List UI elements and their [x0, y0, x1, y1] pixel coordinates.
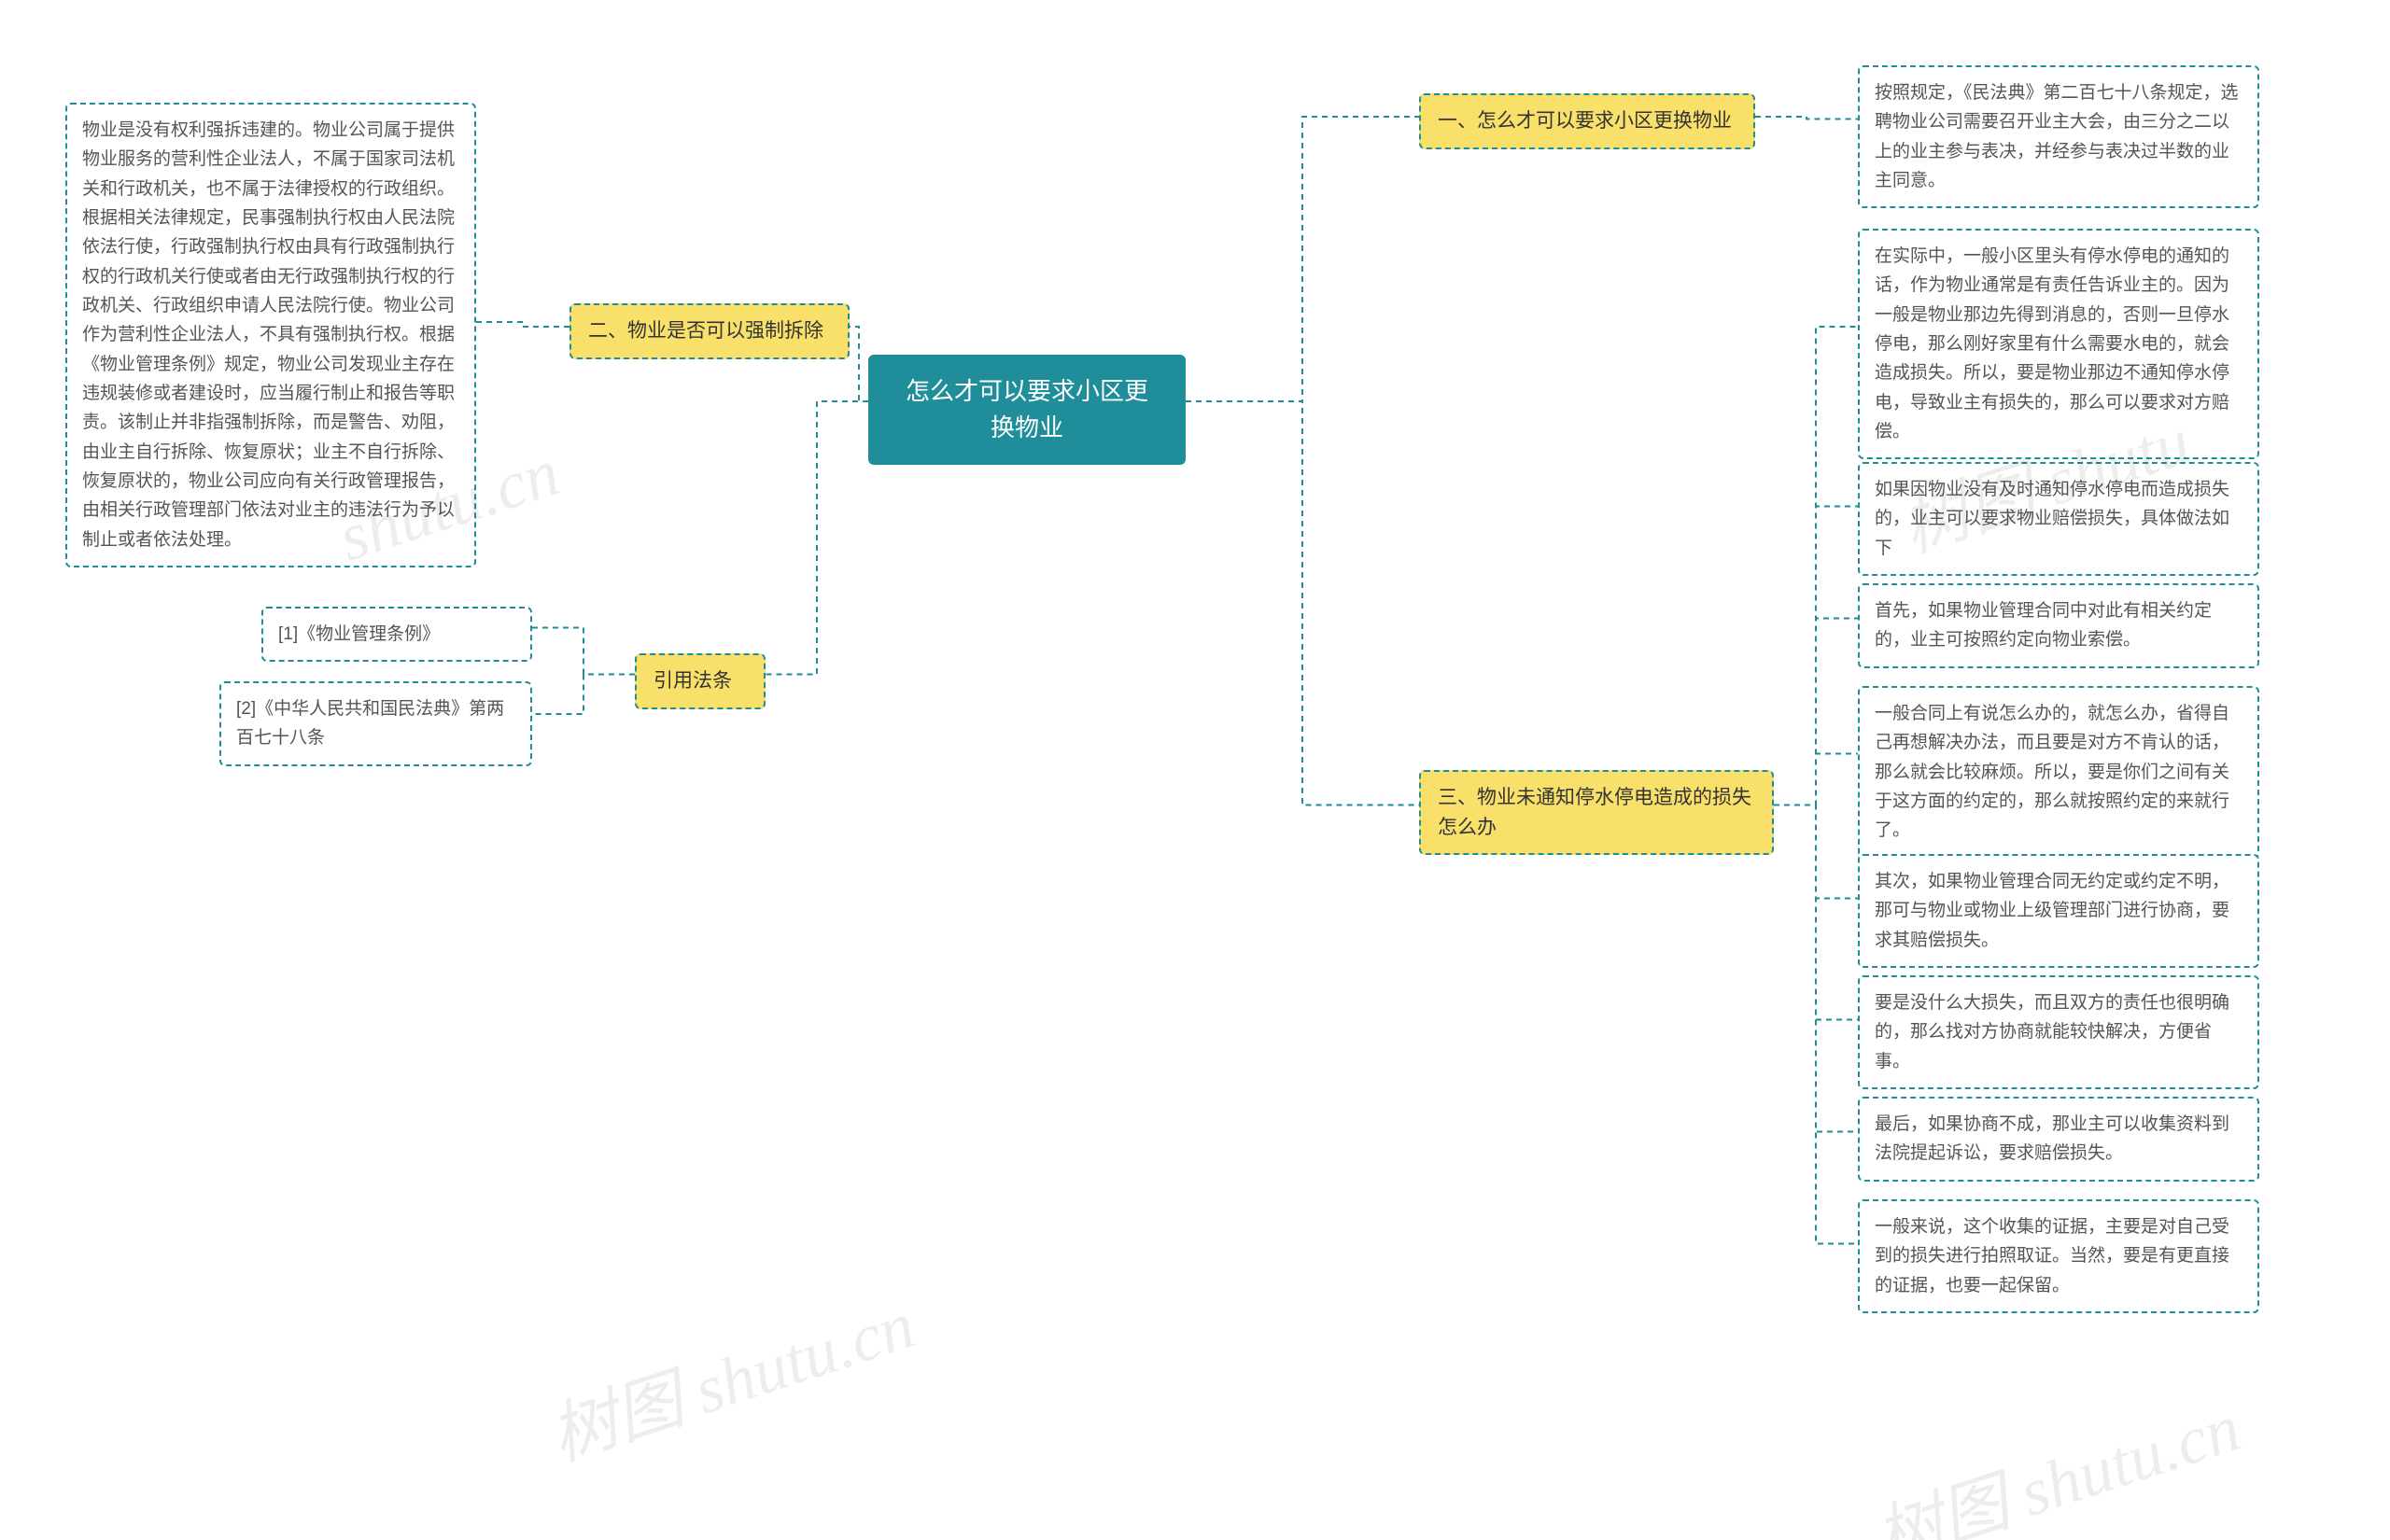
- leaf-node: 按照规定，《民法典》第二百七十八条规定，选聘物业公司需要召开业主大会，由三分之二…: [1858, 65, 2259, 208]
- leaf-node: 物业是没有权利强拆违建的。物业公司属于提供物业服务的营利性企业法人，不属于国家司…: [65, 103, 476, 567]
- leaf-node: 一般来说，这个收集的证据，主要是对自己受到的损失进行拍照取证。当然，要是有更直接…: [1858, 1199, 2259, 1313]
- branch-node: 三、物业未通知停水停电造成的损失怎么办: [1419, 770, 1774, 855]
- branch-node: 一、怎么才可以要求小区更换物业: [1419, 93, 1755, 149]
- leaf-node: 如果因物业没有及时通知停水停电而造成损失的，业主可以要求物业赔偿损失，具体做法如…: [1858, 462, 2259, 576]
- leaf-text: 在实际中，一般小区里头有停水停电的通知的话，作为物业通常是有责任告诉业主的。因为…: [1875, 246, 2229, 441]
- branch-node: 二、物业是否可以强制拆除: [569, 303, 850, 359]
- watermark: 树图 shutu.cn: [536, 1269, 925, 1479]
- leaf-text: 一般来说，这个收集的证据，主要是对自己受到的损失进行拍照取证。当然，要是有更直接…: [1875, 1217, 2229, 1295]
- leaf-text: [1]《物业管理条例》: [278, 624, 440, 644]
- leaf-node: [1]《物业管理条例》: [261, 607, 532, 662]
- leaf-text: 一般合同上有说怎么办的，就怎么办，省得自己再想解决办法，而且要是对方不肯认的话，…: [1875, 704, 2229, 840]
- mindmap-root: 怎么才可以要求小区更换物业: [868, 355, 1186, 465]
- leaf-text: 要是没什么大损失，而且双方的责任也很明确的，那么找对方协商就能较快解决，方便省事…: [1875, 993, 2229, 1071]
- leaf-text: [2]《中华人民共和国民法典》第两百七十八条: [236, 699, 504, 748]
- branch-node: 引用法条: [635, 653, 766, 709]
- leaf-node: 一般合同上有说怎么办的，就怎么办，省得自己再想解决办法，而且要是对方不肯认的话，…: [1858, 686, 2259, 859]
- leaf-node: 其次，如果物业管理合同无约定或约定不明，那可与物业或物业上级管理部门进行协商，要…: [1858, 854, 2259, 968]
- watermark-text: 树图 shutu.cn: [1867, 1390, 2249, 1540]
- branch-label: 二、物业是否可以强制拆除: [588, 320, 823, 342]
- watermark: 树图 shutu.cn: [1862, 1372, 2251, 1540]
- branch-label: 引用法条: [654, 670, 732, 692]
- watermark-text: 树图 shutu.cn: [541, 1287, 923, 1475]
- leaf-node: [2]《中华人民共和国民法典》第两百七十八条: [219, 681, 532, 766]
- leaf-node: 要是没什么大损失，而且双方的责任也很明确的，那么找对方协商就能较快解决，方便省事…: [1858, 975, 2259, 1089]
- leaf-text: 首先，如果物业管理合同中对此有相关约定的，业主可按照约定向物业索偿。: [1875, 601, 2212, 650]
- root-text: 怎么才可以要求小区更换物业: [906, 377, 1148, 441]
- leaf-text: 按照规定，《民法典》第二百七十八条规定，选聘物业公司需要召开业主大会，由三分之二…: [1875, 83, 2239, 190]
- leaf-node: 在实际中，一般小区里头有停水停电的通知的话，作为物业通常是有责任告诉业主的。因为…: [1858, 229, 2259, 459]
- leaf-text: 其次，如果物业管理合同无约定或约定不明，那可与物业或物业上级管理部门进行协商，要…: [1875, 872, 2229, 950]
- leaf-text: 如果因物业没有及时通知停水停电而造成损失的，业主可以要求物业赔偿损失，具体做法如…: [1875, 480, 2229, 558]
- branch-label: 三、物业未通知停水停电造成的损失怎么办: [1438, 787, 1751, 838]
- branch-label: 一、怎么才可以要求小区更换物业: [1438, 110, 1732, 132]
- leaf-node: 最后，如果协商不成，那业主可以收集资料到法院提起诉讼，要求赔偿损失。: [1858, 1097, 2259, 1182]
- leaf-node: 首先，如果物业管理合同中对此有相关约定的，业主可按照约定向物业索偿。: [1858, 583, 2259, 668]
- leaf-text: 物业是没有权利强拆违建的。物业公司属于提供物业服务的营利性企业法人，不属于国家司…: [82, 120, 455, 550]
- leaf-text: 最后，如果协商不成，那业主可以收集资料到法院提起诉讼，要求赔偿损失。: [1875, 1114, 2229, 1163]
